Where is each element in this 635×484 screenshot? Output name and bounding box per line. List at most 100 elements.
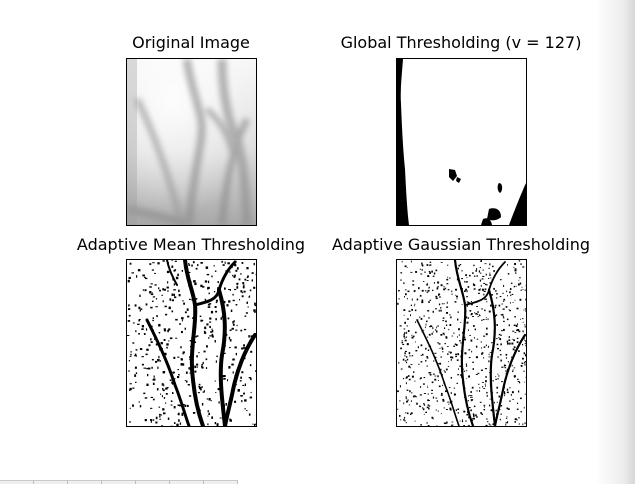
- noise-speck: [482, 276, 484, 277]
- noise-speck: [139, 402, 141, 403]
- noise-speck: [499, 334, 501, 335]
- noise-speck: [196, 366, 198, 367]
- noise-speck: [143, 289, 144, 291]
- noise-speck: [405, 340, 407, 342]
- noise-speck: [149, 286, 152, 288]
- noise-speck: [519, 424, 520, 425]
- toolbar-button[interactable]: [0, 480, 34, 484]
- toolbar-button[interactable]: [170, 480, 204, 484]
- noise-speck: [526, 310, 527, 312]
- noise-speck: [509, 324, 510, 326]
- noise-speck: [194, 283, 196, 286]
- noise-speck: [234, 275, 236, 277]
- noise-speck: [249, 296, 250, 298]
- noise-speck: [223, 378, 226, 380]
- noise-speck: [489, 423, 490, 424]
- noise-speck: [157, 388, 159, 390]
- toolbar-button[interactable]: [102, 480, 136, 484]
- noise-speck: [166, 343, 168, 345]
- noise-speck: [519, 260, 521, 261]
- noise-speck: [228, 318, 230, 320]
- noise-speck: [474, 312, 475, 313]
- noise-speck: [404, 352, 405, 354]
- noise-speck: [414, 395, 416, 396]
- noise-speck: [170, 380, 172, 382]
- noise-speck: [245, 384, 246, 387]
- noise-speck: [156, 298, 157, 299]
- toolbar-button[interactable]: [136, 480, 170, 484]
- noise-speck: [170, 298, 172, 301]
- noise-speck: [501, 304, 503, 305]
- noise-speck: [407, 400, 408, 401]
- noise-speck: [207, 287, 209, 289]
- noise-speck: [458, 353, 460, 355]
- noise-speck: [501, 367, 503, 368]
- noise-speck: [448, 289, 450, 290]
- noise-speck: [405, 412, 406, 413]
- noise-speck: [166, 393, 168, 395]
- noise-speck: [410, 355, 411, 357]
- noise-speck: [472, 418, 474, 419]
- noise-speck: [473, 325, 475, 327]
- noise-speck: [423, 281, 425, 282]
- noise-speck: [154, 376, 155, 378]
- noise-speck: [226, 304, 228, 306]
- noise-speck: [403, 378, 404, 379]
- noise-speck: [520, 319, 521, 320]
- noise-speck: [444, 286, 445, 287]
- toolbar-button[interactable]: [204, 480, 238, 484]
- noise-speck: [428, 288, 430, 289]
- noise-speck: [454, 332, 455, 334]
- noise-speck: [457, 374, 459, 375]
- noise-speck: [450, 352, 452, 353]
- noise-speck: [180, 346, 181, 348]
- noise-speck: [153, 399, 155, 401]
- noise-speck: [208, 413, 210, 415]
- noise-speck: [500, 419, 501, 421]
- noise-speck: [421, 361, 423, 362]
- noise-speck: [165, 314, 167, 316]
- noise-speck: [196, 355, 198, 357]
- noise-speck: [481, 285, 482, 287]
- noise-speck: [469, 275, 471, 277]
- noise-speck: [226, 403, 228, 406]
- noise-speck: [402, 344, 404, 345]
- noise-speck: [153, 419, 155, 421]
- noise-speck: [215, 422, 217, 424]
- toolbar-button[interactable]: [34, 480, 68, 484]
- noise-speck: [466, 370, 468, 371]
- noise-speck: [149, 263, 151, 265]
- noise-speck: [505, 371, 506, 372]
- noise-speck: [492, 266, 494, 268]
- noise-speck: [433, 374, 435, 375]
- noise-speck: [462, 270, 463, 271]
- noise-speck: [489, 425, 491, 426]
- noise-speck: [467, 322, 469, 324]
- noise-speck: [465, 420, 466, 421]
- noise-speck: [418, 364, 419, 365]
- original-image-panel: [126, 58, 257, 226]
- toolbar-button[interactable]: [68, 480, 102, 484]
- noise-speck: [436, 331, 438, 333]
- noise-speck: [232, 328, 234, 330]
- noise-speck: [462, 419, 463, 421]
- noise-speck: [136, 372, 137, 374]
- noise-speck: [228, 366, 230, 369]
- noise-speck: [405, 351, 407, 352]
- noise-speck: [443, 288, 445, 290]
- noise-speck: [503, 321, 505, 322]
- noise-speck: [137, 324, 140, 325]
- noise-speck: [203, 362, 204, 364]
- noise-speck: [188, 263, 189, 264]
- noise-speck: [516, 330, 517, 331]
- noise-speck: [451, 425, 452, 426]
- noise-speck: [142, 356, 144, 357]
- noise-speck: [159, 332, 161, 333]
- noise-speck: [425, 360, 427, 361]
- noise-speck: [404, 338, 405, 339]
- noise-speck: [421, 355, 422, 356]
- noise-speck: [478, 293, 480, 294]
- noise-speck: [232, 321, 233, 323]
- noise-speck: [485, 288, 487, 290]
- noise-speck: [444, 327, 445, 329]
